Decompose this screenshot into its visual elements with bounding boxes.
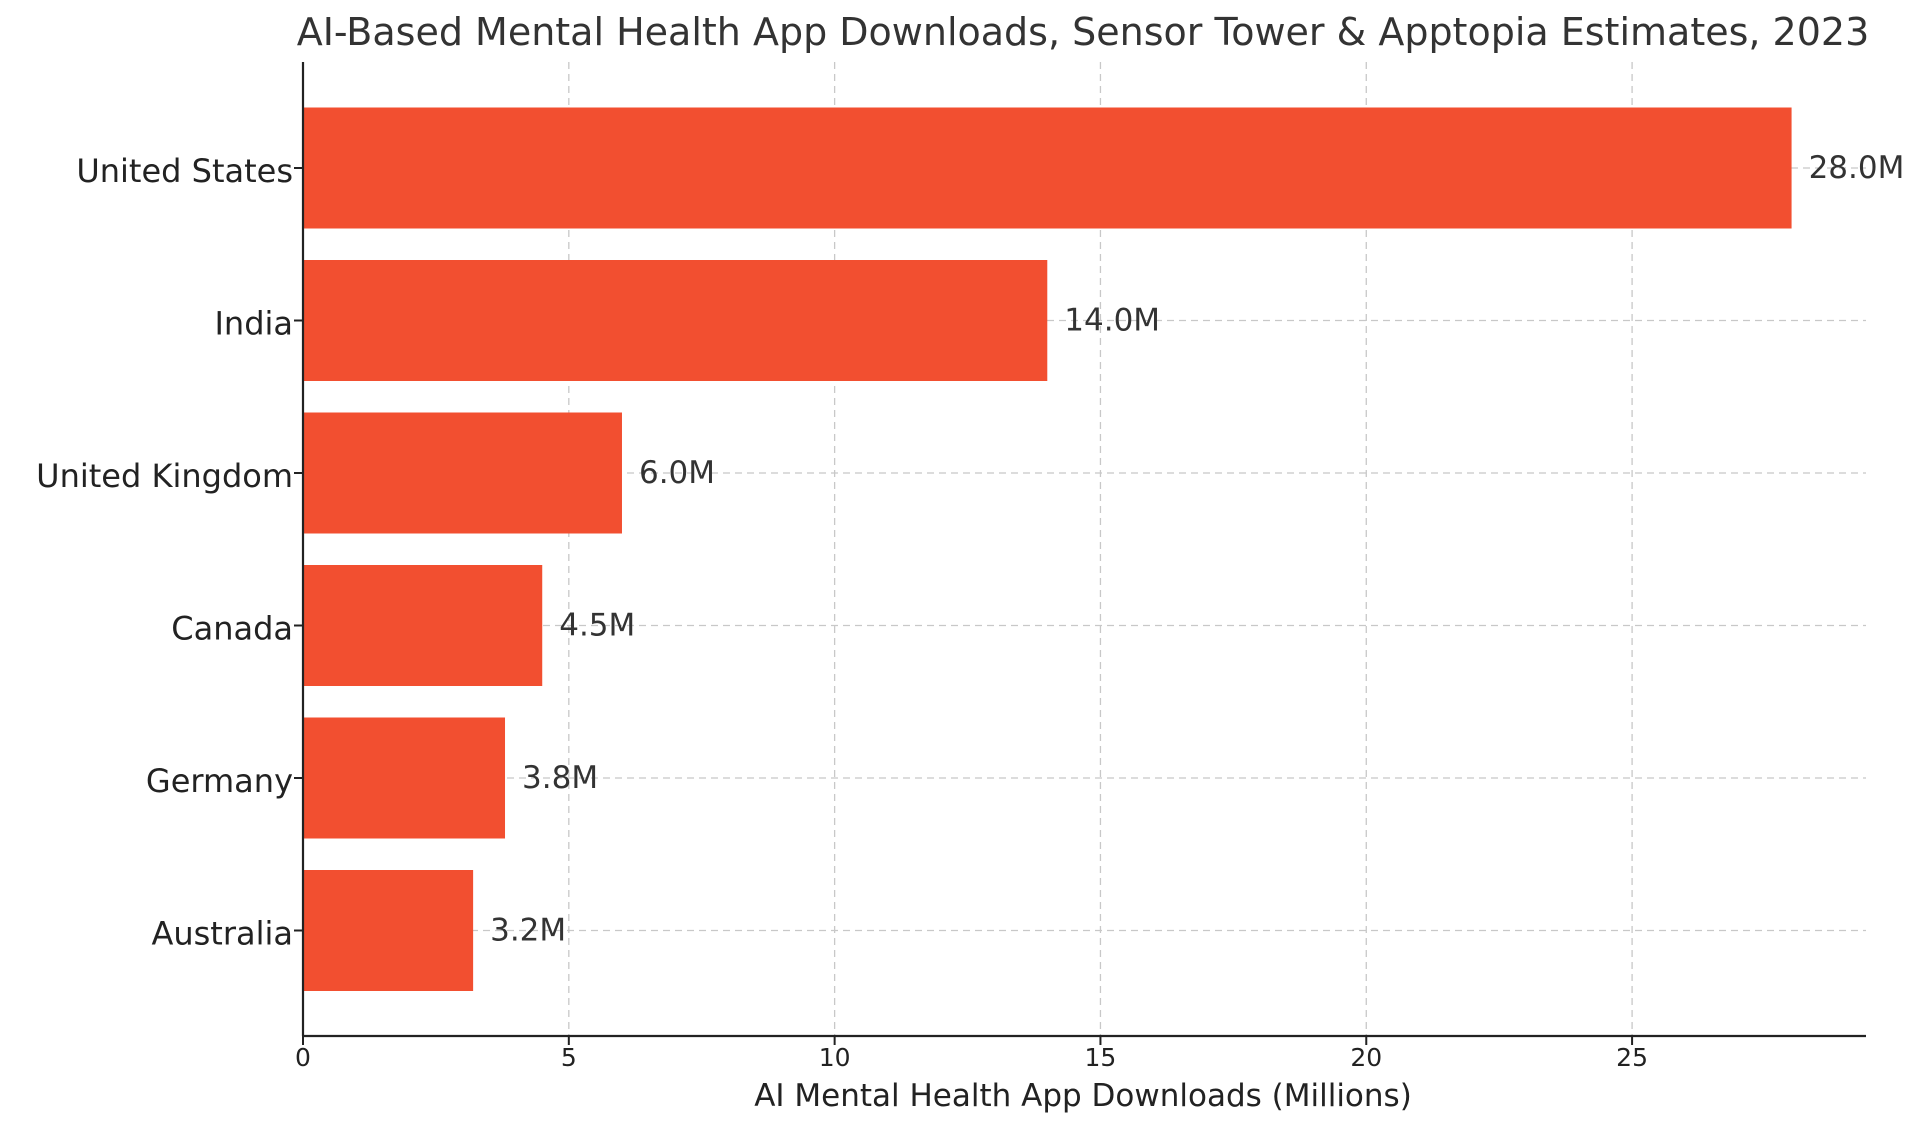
data-label-united-states: 28.0M — [1809, 150, 1905, 186]
data-label-united-kingdom: 6.0M — [639, 455, 715, 491]
bar-india — [303, 260, 1048, 381]
y-tick-label-germany: Germany — [146, 762, 293, 800]
y-tick-label-united-kingdom: United Kingdom — [36, 457, 293, 495]
label-layer: 28.0M United States 14.0M India 6.0M United K… — [36, 150, 1904, 1072]
y-tick-label-india: India — [214, 305, 293, 343]
y-tick-label-united-states: United States — [76, 152, 293, 190]
y-tick-label-australia: Australia — [151, 915, 293, 953]
chart-title: AI-Based Mental Health App Downloads, Se… — [297, 10, 1870, 54]
data-label-india: 14.0M — [1064, 303, 1160, 339]
x-tick-label: 15 — [1085, 1043, 1117, 1072]
bar-germany — [303, 717, 506, 839]
bar-canada — [303, 565, 543, 686]
bar-united-states — [303, 107, 1792, 229]
x-tick-label: 20 — [1350, 1043, 1382, 1072]
y-tick-label-canada: Canada — [171, 610, 293, 648]
x-tick-label: 10 — [819, 1043, 851, 1072]
axis-layer — [294, 62, 1866, 1045]
data-label-australia: 3.2M — [490, 913, 566, 949]
data-label-canada: 4.5M — [559, 608, 635, 644]
bar-layer — [303, 107, 1792, 991]
x-tick-label: 25 — [1616, 1043, 1648, 1072]
x-tick-label: 5 — [561, 1043, 577, 1072]
x-tick-label: 0 — [295, 1043, 311, 1072]
data-label-germany: 3.8M — [522, 760, 598, 796]
bar-australia — [303, 870, 474, 991]
bar-united-kingdom — [303, 412, 622, 534]
x-axis-label: AI Mental Health App Downloads (Millions… — [754, 1078, 1412, 1114]
